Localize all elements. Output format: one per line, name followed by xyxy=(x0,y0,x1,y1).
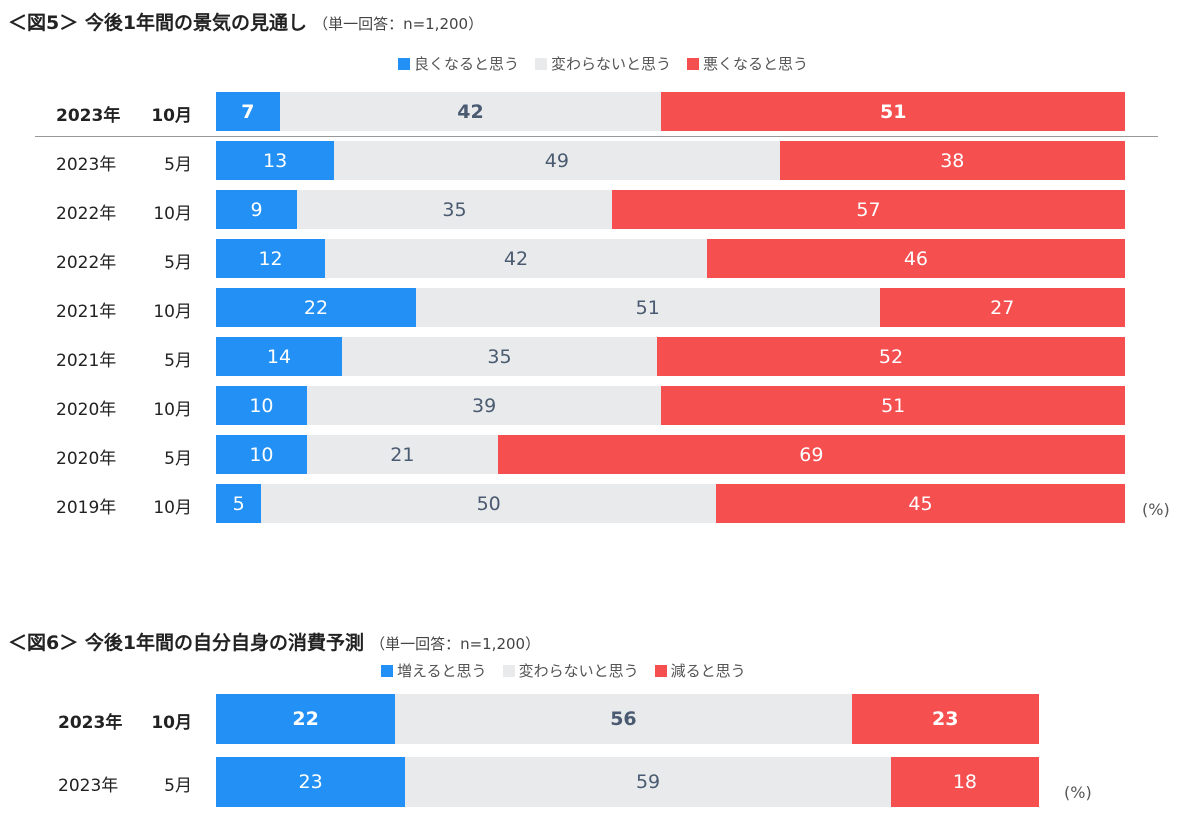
category-label: 2021年 5月 xyxy=(56,346,192,371)
bar-segment-negative: 18 xyxy=(890,757,1039,807)
legend-swatch xyxy=(535,58,548,70)
bar-segment-positive: 7 xyxy=(216,92,280,131)
bar-segment-negative: 23 xyxy=(851,694,1039,744)
bar-segment-positive: 10 xyxy=(216,386,307,425)
bar-segment-neutral: 51 xyxy=(415,288,880,327)
legend-swatch xyxy=(398,58,410,70)
legend-item: 変わらないと思う xyxy=(502,660,639,681)
category-label: 2020年 10月 xyxy=(56,395,192,420)
bar-segment-positive: 22 xyxy=(216,694,396,744)
bar-segment-positive: 22 xyxy=(216,288,416,327)
category-label: 2022年 5月 xyxy=(56,248,192,273)
legend-swatch xyxy=(654,665,667,677)
category-year: 2021年 xyxy=(56,301,117,322)
legend-item: 悪くなると思う xyxy=(687,53,808,74)
bar-segment-neutral: 56 xyxy=(395,694,852,744)
category-year: 2020年 xyxy=(56,448,117,469)
bar-segment-negative: 57 xyxy=(612,190,1125,229)
category-month: 5月 xyxy=(164,154,192,175)
legend-swatch xyxy=(687,58,700,70)
bar-segment-negative: 51 xyxy=(661,386,1125,425)
category-month: 10月 xyxy=(153,399,192,420)
category-year: 2022年 xyxy=(56,252,117,273)
chart1-legend: 良くなると思う 変わらないと思う 悪くなると思う xyxy=(398,53,808,74)
bar-segment-negative: 52 xyxy=(657,337,1125,376)
category-month: 5月 xyxy=(164,252,192,273)
chart2-title-text: ＜図6＞ 今後1年間の自分自身の消費予測 xyxy=(8,632,365,654)
category-label: 2023年 10月 xyxy=(58,708,192,733)
legend-swatch xyxy=(381,665,393,677)
bar-segment-negative: 27 xyxy=(879,288,1125,327)
category-month: 10月 xyxy=(153,203,192,224)
chart1-title-text: ＜図5＞ 今後1年間の景気の見通し xyxy=(8,12,308,34)
bar-segment-negative: 45 xyxy=(715,484,1125,523)
legend-item: 増えると思う xyxy=(381,660,487,681)
bar-segment-negative: 51 xyxy=(661,92,1125,131)
bar-segment-neutral: 49 xyxy=(334,141,780,180)
category-year: 2021年 xyxy=(56,350,117,371)
category-year: 2023年 xyxy=(56,154,117,175)
bar-segment-neutral: 35 xyxy=(342,337,657,376)
legend-label: 変わらないと思う xyxy=(518,662,639,680)
bar-segment-neutral: 21 xyxy=(306,435,498,474)
category-year: 2019年 xyxy=(56,497,117,518)
bar-segment-neutral: 42 xyxy=(279,92,662,131)
bar-segment-neutral: 39 xyxy=(306,386,662,425)
bar-segment-positive: 9 xyxy=(216,190,297,229)
category-month: 10月 xyxy=(153,497,192,518)
category-month: 10月 xyxy=(151,105,192,126)
bar-segment-positive: 12 xyxy=(216,239,326,278)
chart1-unit: (%) xyxy=(1142,500,1170,519)
category-label: 2022年 10月 xyxy=(56,199,192,224)
legend-label: 変わらないと思う xyxy=(551,55,672,73)
bar-segment-negative: 69 xyxy=(497,435,1125,474)
category-year: 2023年 xyxy=(58,713,123,733)
bar-segment-neutral: 59 xyxy=(405,757,891,807)
legend-label: 悪くなると思う xyxy=(703,55,809,73)
legend-swatch xyxy=(502,665,515,677)
chart1-separator xyxy=(35,136,1158,137)
legend-label: 減ると思う xyxy=(670,662,746,680)
category-year: 2023年 xyxy=(56,105,121,126)
bar-segment-neutral: 35 xyxy=(297,190,612,229)
category-label: 2023年 5月 xyxy=(56,150,192,175)
category-month: 10月 xyxy=(153,301,192,322)
category-year: 2020年 xyxy=(56,399,117,420)
category-month: 5月 xyxy=(164,350,192,371)
bar-segment-neutral: 50 xyxy=(261,484,716,523)
category-year: 2022年 xyxy=(56,203,117,224)
chart1-subtitle: （単一回答：n=1,200） xyxy=(313,15,484,33)
bar-segment-neutral: 42 xyxy=(325,239,707,278)
category-label: 2019年 10月 xyxy=(56,493,192,518)
category-year: 2023年 xyxy=(58,776,119,796)
legend-label: 増えると思う xyxy=(397,662,487,680)
chart2-legend: 増えると思う 変わらないと思う 減ると思う xyxy=(381,660,746,681)
legend-item: 減ると思う xyxy=(654,660,746,681)
bar-segment-positive: 5 xyxy=(216,484,262,523)
chart2-unit: (%) xyxy=(1064,783,1092,802)
bar-segment-positive: 23 xyxy=(216,757,406,807)
legend-item: 良くなると思う xyxy=(398,53,519,74)
bar-segment-negative: 46 xyxy=(706,239,1125,278)
legend-label: 良くなると思う xyxy=(414,55,520,73)
bar-segment-negative: 38 xyxy=(779,141,1125,180)
category-month: 5月 xyxy=(164,448,192,469)
bar-segment-positive: 10 xyxy=(216,435,307,474)
category-label: 2023年 10月 xyxy=(56,101,192,126)
chart2-title: ＜図6＞ 今後1年間の自分自身の消費予測 （単一回答：n=1,200） xyxy=(8,628,540,655)
category-month: 10月 xyxy=(151,713,192,733)
category-label: 2021年 10月 xyxy=(56,297,192,322)
bar-segment-positive: 14 xyxy=(216,337,342,376)
chart1-title: ＜図5＞ 今後1年間の景気の見通し （単一回答：n=1,200） xyxy=(8,8,483,35)
category-label: 2020年 5月 xyxy=(56,444,192,469)
category-label: 2023年 5月 xyxy=(58,771,192,796)
chart2-subtitle: （単一回答：n=1,200） xyxy=(370,635,541,653)
legend-item: 変わらないと思う xyxy=(535,53,671,74)
category-month: 5月 xyxy=(164,776,192,796)
bar-segment-positive: 13 xyxy=(216,141,335,180)
